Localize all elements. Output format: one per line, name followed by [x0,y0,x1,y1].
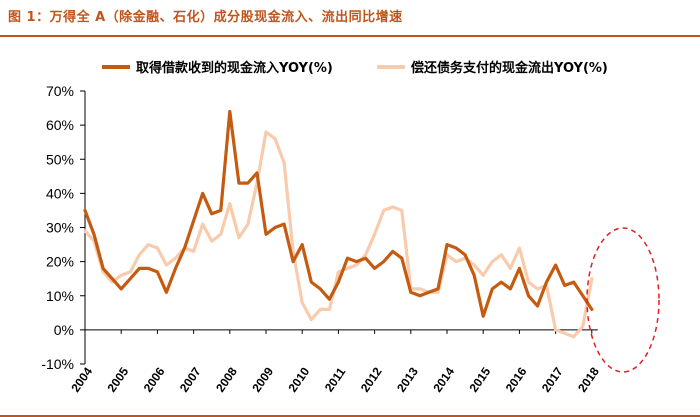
title-rule [0,35,700,37]
x-tick-label: 2010 [286,364,313,394]
bottom-rule [0,415,700,417]
x-tick-label: 2017 [539,364,566,394]
y-tick-label: 40% [46,185,74,201]
y-axis: -10% 0% 10% 20% 30% 40% 50% 60% 70% [41,83,86,372]
legend-label-1: 取得借款收到的现金流入YOY(%) [136,60,333,76]
series-group [83,109,594,339]
y-tick-label: 70% [46,83,74,99]
x-tick-label: 2016 [503,364,530,394]
y-tick-label: 0% [54,322,74,338]
x-axis: 2004 2005 2006 2007 2008 2009 2010 2011 2012 2013… [68,329,602,395]
legend: 取得借款收到的现金流入YOY(%) 偿还债务支付的现金流出YOY(%) [102,60,608,76]
y-tick-label: 20% [46,254,74,270]
x-tick-label: 2009 [249,364,276,394]
highlight-ellipse [586,227,660,373]
x-tick-label: 2012 [358,364,385,394]
x-tick-label: 2007 [177,364,204,394]
y-tick-label: 60% [46,117,74,133]
x-tick-label: 2006 [141,364,168,394]
x-tick-label: 2013 [394,364,421,394]
x-tick-label: 2008 [213,364,240,394]
series-line-1 [83,109,594,318]
x-tick-label: 2018 [575,364,602,394]
legend-label-2: 偿还债务支付的现金流出YOY(%) [411,60,608,76]
y-tick-label: 30% [46,220,74,236]
x-tick-label: 2014 [430,364,457,394]
figure-title: 图 1：万得全 A（除金融、石化）成分股现金流入、流出同比增速 [8,10,403,25]
y-tick-label: 50% [46,151,74,167]
x-tick-label: 2005 [105,364,132,394]
series-line-2 [83,130,594,339]
x-tick-label: 2011 [322,365,349,395]
y-tick-label: 10% [46,288,74,304]
y-tick-label: -10% [41,356,74,372]
x-tick-label: 2015 [467,364,494,394]
